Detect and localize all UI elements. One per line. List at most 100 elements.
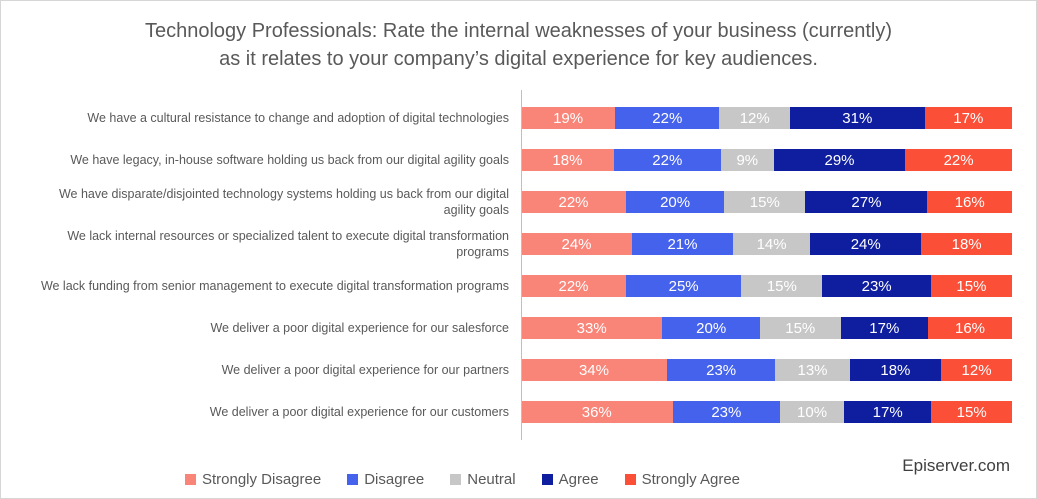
- segment-value-label: 29%: [824, 151, 855, 169]
- bar-segment-disagree: 23%: [666, 359, 776, 381]
- category-label: We lack internal resources or specialize…: [67, 228, 509, 259]
- bar-segment-agree: 29%: [773, 149, 906, 171]
- bar-segment-strongly-agree: 15%: [931, 401, 1013, 423]
- segment-value-label: 15%: [956, 403, 987, 421]
- stacked-bar: 19% 22% 12% 31% 17%: [521, 107, 1013, 129]
- legend-label: Strongly Disagree: [201, 471, 322, 488]
- bar-segment-strongly-agree: 16%: [927, 317, 1013, 339]
- legend-item-disagree: Disagree: [347, 471, 424, 488]
- bar-segment-agree: 27%: [805, 191, 928, 213]
- segment-value-label: 19%: [553, 109, 584, 127]
- segment-value-label: 17%: [869, 319, 900, 337]
- stacked-bar: 22% 20% 15% 27% 16%: [521, 191, 1012, 213]
- bar-segment-strongly-agree: 17%: [924, 107, 1013, 129]
- chart-title: Technology Professionals: Rate the inter…: [144, 20, 893, 70]
- brand-text: Episerver.com: [902, 456, 1010, 475]
- bar-row: We have legacy, in-house software holdin…: [1, 139, 1013, 181]
- segment-value-label: 23%: [706, 361, 737, 379]
- bar-segment-strongly-agree: 12%: [941, 359, 1013, 381]
- segment-value-label: 18%: [880, 361, 911, 379]
- legend-label: Disagree: [364, 471, 425, 488]
- stacked-bar: 34% 23% 13% 18% 12%: [521, 359, 1013, 381]
- segment-value-label: 24%: [850, 235, 881, 253]
- category-label: We lack funding from senior management t…: [40, 278, 509, 293]
- bar-segment-strongly-agree: 15%: [930, 275, 1012, 297]
- bar-segment-strongly-agree: 18%: [921, 233, 1013, 255]
- category-label: We have disparate/disjointed technology …: [58, 186, 509, 217]
- stacked-bar: 18% 22% 9% 29% 22%: [521, 149, 1013, 171]
- bar-row: We deliver a poor digital experience for…: [1, 349, 1013, 391]
- legend-label: Neutral: [467, 471, 516, 488]
- segment-value-label: 20%: [696, 319, 727, 337]
- legend-swatch-strongly-agree: [624, 474, 636, 485]
- legend: Strongly Disagree Disagree Neutral Agree Str…: [1, 471, 924, 488]
- bar-segment-strongly-disagree: 22%: [521, 275, 627, 297]
- category-label: We deliver a poor digital experience for…: [210, 320, 509, 335]
- segment-value-label: 22%: [652, 109, 683, 127]
- bar-segment-disagree: 20%: [626, 191, 725, 213]
- bar-segment-agree: 31%: [789, 107, 925, 129]
- stacked-bar: 33% 20% 15% 17% 16%: [521, 317, 1013, 339]
- bar-segment-strongly-disagree: 22%: [521, 191, 627, 213]
- segment-value-label: 15%: [956, 277, 987, 295]
- bar-segment-neutral: 14%: [732, 233, 811, 255]
- stacked-bar-chart: We have a cultural resistance to change …: [1, 90, 1013, 440]
- bar-segment-strongly-disagree: 34%: [521, 359, 667, 381]
- segment-value-label: 18%: [552, 151, 583, 169]
- segment-value-label: 12%: [961, 361, 992, 379]
- segment-value-label: 14%: [756, 235, 787, 253]
- stacked-bar: 24% 21% 14% 24% 18%: [521, 233, 1013, 255]
- bar-segment-neutral: 9%: [720, 149, 774, 171]
- bar-segment-strongly-agree: 16%: [927, 191, 1012, 213]
- bar-segment-strongly-agree: 22%: [905, 149, 1013, 171]
- segment-value-label: 9%: [736, 151, 759, 169]
- stacked-bar: 22% 25% 15% 23% 15%: [521, 275, 1012, 297]
- segment-value-label: 22%: [558, 193, 589, 211]
- segment-value-label: 17%: [872, 403, 903, 421]
- category-label: We have a cultural resistance to change …: [87, 110, 509, 125]
- category-label: We have legacy, in-house software holdin…: [70, 152, 509, 167]
- category-label: We deliver a poor digital experience for…: [221, 362, 509, 377]
- segment-value-label: 24%: [561, 235, 592, 253]
- bar-row: We deliver a poor digital experience for…: [1, 391, 1013, 433]
- segment-value-label: 22%: [652, 151, 683, 169]
- segment-value-label: 16%: [954, 319, 986, 337]
- segment-value-label: 23%: [861, 277, 892, 295]
- bar-segment-agree: 23%: [822, 275, 931, 297]
- segment-value-label: 15%: [785, 319, 816, 337]
- legend-label: Strongly Agree: [641, 471, 741, 488]
- bar-segment-neutral: 10%: [780, 401, 844, 423]
- legend-item-agree: Agree: [541, 471, 599, 488]
- bar-segment-strongly-disagree: 18%: [521, 149, 614, 171]
- bar-row: We deliver a poor digital experience for…: [1, 307, 1013, 349]
- bar-row: We have disparate/disjointed technology …: [1, 181, 1012, 223]
- bar-segment-disagree: 22%: [615, 107, 720, 129]
- legend-item-strongly-agree: Strongly Agree: [624, 471, 741, 488]
- bar-segment-disagree: 21%: [632, 233, 733, 255]
- segment-value-label: 27%: [851, 193, 882, 211]
- legend-swatch-neutral: [450, 474, 462, 485]
- bar-segment-neutral: 15%: [724, 191, 806, 213]
- bar-segment-agree: 17%: [843, 401, 932, 423]
- segment-value-label: 33%: [576, 319, 607, 337]
- legend-swatch-disagree: [347, 474, 359, 485]
- bar-segment-disagree: 22%: [613, 149, 721, 171]
- legend-swatch-strongly-disagree: [184, 474, 196, 485]
- stacked-bar: 36% 23% 10% 17% 15%: [521, 401, 1013, 423]
- bar-segment-strongly-disagree: 24%: [521, 233, 633, 255]
- segment-value-label: 22%: [943, 151, 974, 169]
- bar-segment-neutral: 13%: [775, 359, 850, 381]
- category-label: We deliver a poor digital experience for…: [209, 404, 509, 419]
- segment-value-label: 20%: [660, 193, 691, 211]
- bar-row: We lack funding from senior management t…: [1, 265, 1012, 307]
- bar-segment-neutral: 12%: [719, 107, 790, 129]
- bar-segment-strongly-disagree: 19%: [521, 107, 616, 129]
- segment-value-label: 31%: [842, 109, 873, 127]
- bar-segment-neutral: 15%: [741, 275, 823, 297]
- segment-value-label: 13%: [797, 361, 828, 379]
- legend-label: Agree: [558, 471, 599, 488]
- segment-value-label: 22%: [558, 277, 589, 295]
- bar-segment-strongly-disagree: 36%: [521, 401, 673, 423]
- bar-segment-neutral: 15%: [759, 317, 841, 339]
